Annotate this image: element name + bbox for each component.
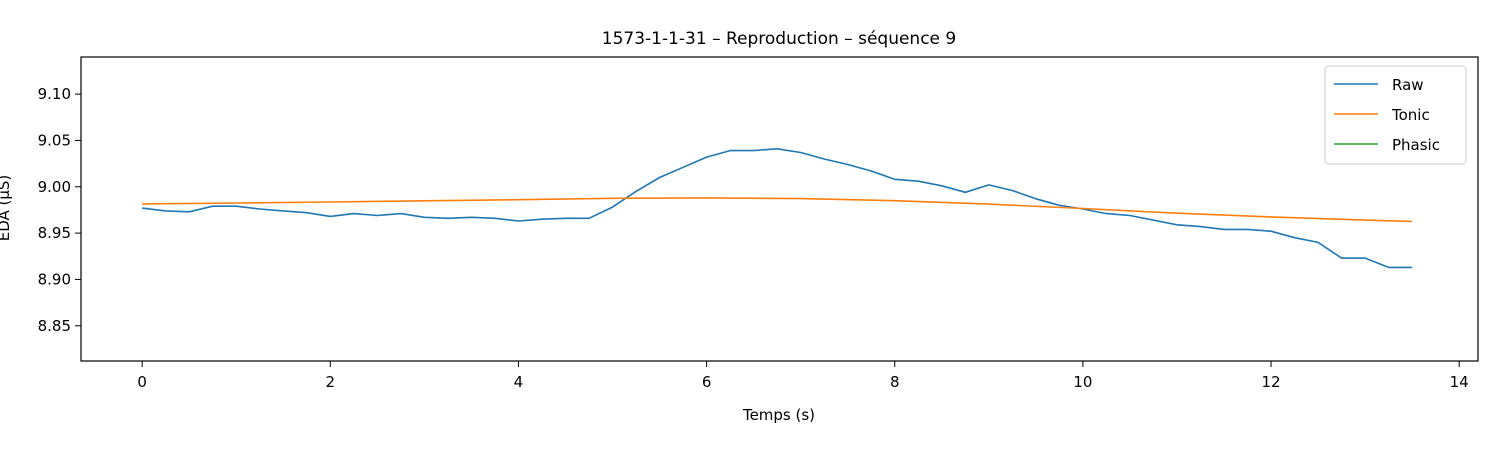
legend-label-raw: Raw — [1392, 76, 1424, 94]
legend-label-phasic: Phasic — [1392, 136, 1440, 154]
legend: Raw Tonic Phasic — [1324, 65, 1467, 165]
legend-label-tonic: Tonic — [1391, 106, 1430, 124]
chart-title: 1573-1-1-31 – Reproduction – séquence 9 — [602, 29, 956, 49]
x-tick-label: 10 — [1073, 373, 1092, 391]
y-tick-label: 8.85 — [38, 317, 71, 335]
y-axis-label: EDA (µS) — [0, 175, 13, 242]
x-tick-label: 6 — [702, 373, 712, 391]
y-axis: 8.85 8.90 8.95 9.00 9.05 9.10 — [38, 85, 81, 335]
x-tick-label: 4 — [514, 373, 524, 391]
y-tick-label: 8.90 — [38, 270, 71, 288]
plot-frame — [80, 56, 1479, 362]
y-tick-label: 9.00 — [38, 178, 71, 196]
series-line-raw — [142, 148, 1413, 269]
x-tick-label: 8 — [890, 373, 900, 391]
legend-box — [1324, 65, 1467, 165]
series-line-tonic — [142, 197, 1413, 223]
x-tick-label: 14 — [1450, 373, 1469, 391]
series-layer — [142, 148, 1413, 269]
plot-area — [80, 56, 1479, 362]
x-axis: 0 2 4 6 8 10 12 14 — [137, 361, 1469, 391]
x-axis-label: Temps (s) — [742, 406, 815, 424]
x-tick-label: 0 — [137, 373, 147, 391]
y-tick-label: 9.05 — [38, 131, 71, 149]
y-tick-label: 8.95 — [38, 224, 71, 242]
x-tick-label: 12 — [1261, 373, 1280, 391]
x-tick-label: 2 — [326, 373, 336, 391]
y-tick-label: 9.10 — [38, 85, 71, 103]
